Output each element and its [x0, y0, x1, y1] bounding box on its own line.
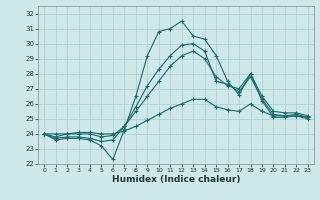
X-axis label: Humidex (Indice chaleur): Humidex (Indice chaleur) [112, 175, 240, 184]
